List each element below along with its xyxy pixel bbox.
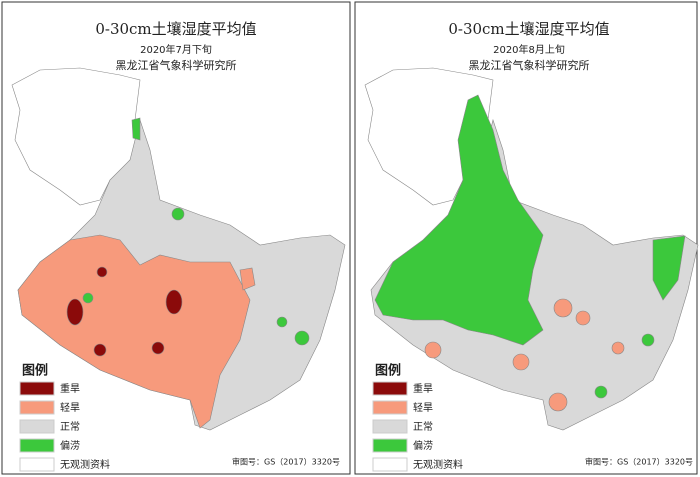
institute: 黑龙江省气象科学研究所 <box>469 58 590 72</box>
legend-swatch <box>372 400 408 415</box>
legend-swatch <box>19 381 55 396</box>
legend-label: 轻旱 <box>413 401 433 414</box>
legend-label: 无观测资料 <box>413 458 463 471</box>
review-number: 审图号：GS（2017）3320号 <box>232 457 340 467</box>
map <box>364 67 699 431</box>
title: 0-30cm土壤湿度平均值 <box>448 20 609 38</box>
legend-swatch <box>372 438 408 453</box>
legend-label: 偏涝 <box>60 439 80 452</box>
legend-label: 轻旱 <box>60 401 80 414</box>
legend-label: 正常 <box>60 420 80 433</box>
date: 2020年7月下旬 <box>140 43 212 56</box>
legend-label: 无观测资料 <box>60 458 110 471</box>
map <box>11 67 346 431</box>
legend-label: 正常 <box>413 420 433 433</box>
date: 2020年8月上旬 <box>493 43 565 56</box>
legend-swatch <box>372 457 408 472</box>
legend-swatch <box>19 438 55 453</box>
legend-label: 偏涝 <box>413 439 433 452</box>
legend-swatch <box>19 457 55 472</box>
legend-swatch <box>372 381 408 396</box>
legend-label: 重旱 <box>413 382 433 395</box>
title: 0-30cm土壤湿度平均值 <box>95 20 256 38</box>
legend-title: 图例 <box>375 363 401 379</box>
legend-swatch <box>19 419 55 434</box>
legend-swatch <box>372 419 408 434</box>
legend-label: 重旱 <box>60 382 80 395</box>
legend-swatch <box>19 400 55 415</box>
legend-title: 图例 <box>22 363 48 379</box>
institute: 黑龙江省气象科学研究所 <box>116 58 237 72</box>
review-number: 审图号：GS（2017）3320号 <box>585 457 693 467</box>
